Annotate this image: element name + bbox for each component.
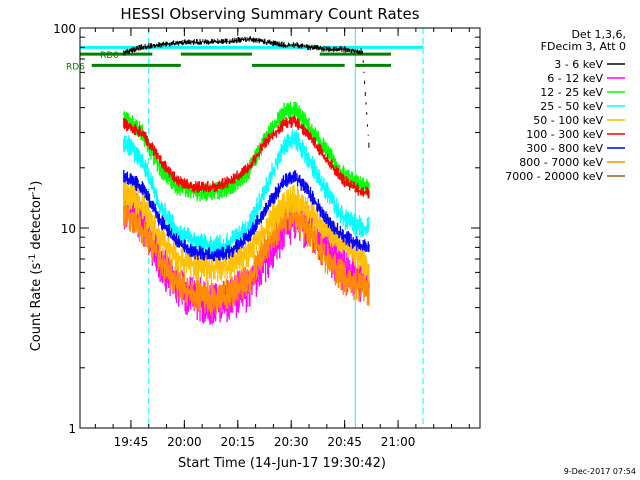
x-tick-label: 21:00: [381, 435, 416, 449]
y-axis-label: Count Rate (s-1 detector-1): [28, 181, 44, 352]
series-trace: [123, 196, 370, 316]
flag-label: RD6: [66, 62, 85, 72]
legend-label: 7000 - 20000 keV: [505, 170, 603, 183]
legend-label: 3 - 6 keV: [554, 58, 603, 71]
legend-item: 100 - 300 keV: [526, 128, 625, 141]
y-tick-label: 1: [68, 422, 76, 436]
x-axis-label: Start Time (14-Jun-17 19:30:42): [178, 456, 386, 471]
y-axis-label-part: Count Rate (s: [29, 263, 44, 352]
y-tick-label: 10: [61, 222, 76, 236]
y-axis-label-part: ): [29, 181, 44, 186]
series-trace: [123, 129, 370, 257]
legend-item: 6 - 12 keV: [547, 72, 625, 85]
x-tick-label: 20:00: [167, 435, 202, 449]
legend-header: Det 1,3,6,: [571, 28, 626, 41]
legend-item: 7000 - 20000 keV: [505, 170, 625, 183]
flag-label: RD0: [100, 51, 119, 61]
x-tick-label: 20:15: [220, 435, 255, 449]
timestamp: 9-Dec-2017 07:54: [564, 467, 636, 476]
plot-area: RD0 RD6: [66, 28, 424, 428]
legend-item: 3 - 6 keV: [554, 58, 625, 71]
legend-label: 25 - 50 keV: [540, 100, 603, 113]
series-trace: [123, 179, 370, 283]
y-tick-label: 100: [53, 22, 76, 36]
series-trace: [123, 36, 370, 148]
series-trace: [123, 169, 370, 262]
legend-label: 50 - 100 keV: [533, 114, 603, 127]
y-axis-label-sup: -1: [28, 186, 38, 195]
x-tick-label: 20:45: [327, 435, 362, 449]
legend-label: 800 - 7000 keV: [519, 156, 603, 169]
legend-header: FDecim 3, Att 0: [541, 40, 626, 53]
series-trace: [123, 115, 370, 199]
y-axis-label-part: detector: [29, 194, 44, 254]
x-tick-label: 19:45: [114, 435, 149, 449]
chart-title: HESSI Observing Summary Count Rates: [120, 5, 419, 23]
y-axis-label-sup: -1: [28, 254, 38, 263]
legend-label: 6 - 12 keV: [547, 72, 603, 85]
axes: 19:45 20:00 20:15 20:30 20:45 21:00 1 10 100: [53, 22, 481, 449]
x-tick-label: 20:30: [274, 435, 309, 449]
legend-label: 100 - 300 keV: [526, 128, 603, 141]
legend-label: 12 - 25 keV: [540, 86, 603, 99]
legend-item: 300 - 800 keV: [526, 142, 625, 155]
legend-item: 12 - 25 keV: [540, 86, 625, 99]
legend-label: 300 - 800 keV: [526, 142, 603, 155]
legend-item: 50 - 100 keV: [533, 114, 625, 127]
legend-item: 25 - 50 keV: [540, 100, 625, 113]
legend-item: 800 - 7000 keV: [519, 156, 625, 169]
